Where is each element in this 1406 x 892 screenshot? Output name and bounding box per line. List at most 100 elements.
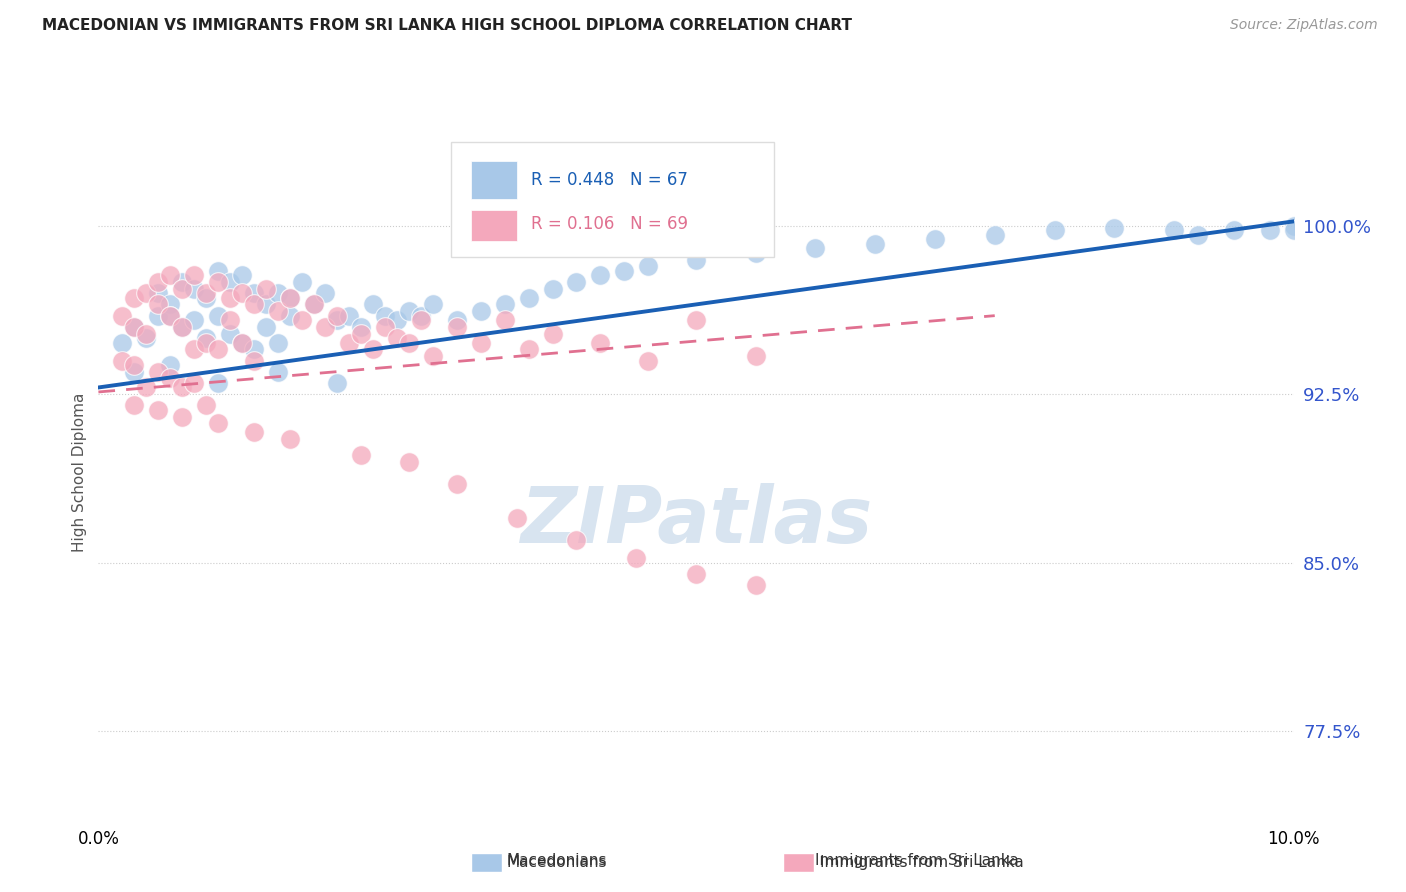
Point (183, 343, 205, 357)
Point (315, 319, 337, 334)
Point (219, 313, 242, 327)
Point (541, 282, 564, 296)
Point (589, 268, 612, 283)
Point (326, 309, 349, 323)
Point (148, 365, 170, 379)
Point (302, 297, 325, 311)
Y-axis label: High School Diploma: High School Diploma (72, 393, 87, 552)
Point (983, 227, 1005, 242)
Point (422, 349, 444, 363)
Point (194, 286, 218, 301)
Point (207, 343, 229, 357)
Point (398, 454, 420, 468)
Point (207, 309, 229, 323)
Point (219, 326, 242, 341)
Point (124, 319, 146, 334)
Point (1187, 227, 1209, 242)
Point (135, 331, 157, 345)
Point (194, 335, 218, 350)
Point (267, 335, 290, 350)
Point (172, 380, 194, 394)
FancyBboxPatch shape (471, 161, 517, 199)
Point (1282, 223, 1305, 237)
Point (183, 376, 205, 390)
Point (243, 343, 266, 357)
Text: R = 0.448   N = 67: R = 0.448 N = 67 (531, 171, 688, 189)
Point (446, 477, 468, 491)
Point (637, 353, 659, 368)
Point (637, 260, 659, 274)
Point (315, 286, 337, 301)
Text: Immigrants from Sri Lanka: Immigrants from Sri Lanka (820, 855, 1024, 870)
Point (243, 353, 266, 368)
Point (183, 282, 205, 296)
Text: Macedonians: Macedonians (506, 854, 606, 868)
Point (517, 343, 540, 357)
Point (398, 304, 420, 318)
Point (398, 335, 420, 350)
Point (685, 566, 707, 581)
Point (411, 313, 433, 327)
Point (363, 343, 385, 357)
Point (446, 319, 468, 334)
Point (326, 376, 349, 390)
Point (506, 510, 529, 524)
Point (183, 268, 205, 283)
Point (124, 365, 146, 379)
Point (385, 313, 409, 327)
Point (111, 353, 134, 368)
Point (865, 236, 887, 251)
Point (446, 313, 468, 327)
Point (302, 297, 325, 311)
Point (207, 264, 229, 278)
Point (159, 297, 181, 311)
Point (124, 358, 146, 372)
Point (159, 358, 181, 372)
Point (339, 309, 360, 323)
Point (194, 331, 218, 345)
Point (804, 241, 827, 255)
Point (254, 319, 277, 334)
Text: Source: ZipAtlas.com: Source: ZipAtlas.com (1230, 18, 1378, 32)
Text: Macedonians: Macedonians (506, 855, 606, 870)
Point (159, 309, 181, 323)
Point (363, 297, 385, 311)
Point (172, 282, 194, 296)
Point (148, 403, 170, 417)
Point (267, 365, 290, 379)
Point (172, 409, 194, 424)
Point (231, 268, 253, 283)
Point (385, 331, 409, 345)
Point (745, 578, 768, 592)
Point (135, 286, 157, 301)
Text: MACEDONIAN VS IMMIGRANTS FROM SRI LANKA HIGH SCHOOL DIPLOMA CORRELATION CHART: MACEDONIAN VS IMMIGRANTS FROM SRI LANKA … (42, 18, 852, 33)
Point (613, 264, 636, 278)
Point (685, 252, 707, 267)
Point (267, 286, 290, 301)
Point (494, 313, 516, 327)
Point (148, 309, 170, 323)
Text: ▪: ▪ (783, 847, 801, 875)
Point (172, 319, 194, 334)
Point (374, 319, 396, 334)
Point (135, 326, 157, 341)
Point (374, 309, 396, 323)
Text: R = 0.106   N = 69: R = 0.106 N = 69 (531, 215, 688, 234)
Point (183, 313, 205, 327)
Point (207, 417, 229, 431)
Point (624, 551, 647, 566)
Point (290, 313, 312, 327)
Point (194, 291, 218, 305)
Point (231, 286, 253, 301)
Point (159, 268, 181, 283)
Point (148, 275, 170, 289)
Point (1043, 223, 1066, 237)
Point (231, 335, 253, 350)
Point (135, 380, 157, 394)
Point (243, 297, 266, 311)
Point (207, 376, 229, 390)
Point (124, 319, 146, 334)
Point (219, 291, 242, 305)
Point (339, 335, 360, 350)
Point (278, 309, 301, 323)
